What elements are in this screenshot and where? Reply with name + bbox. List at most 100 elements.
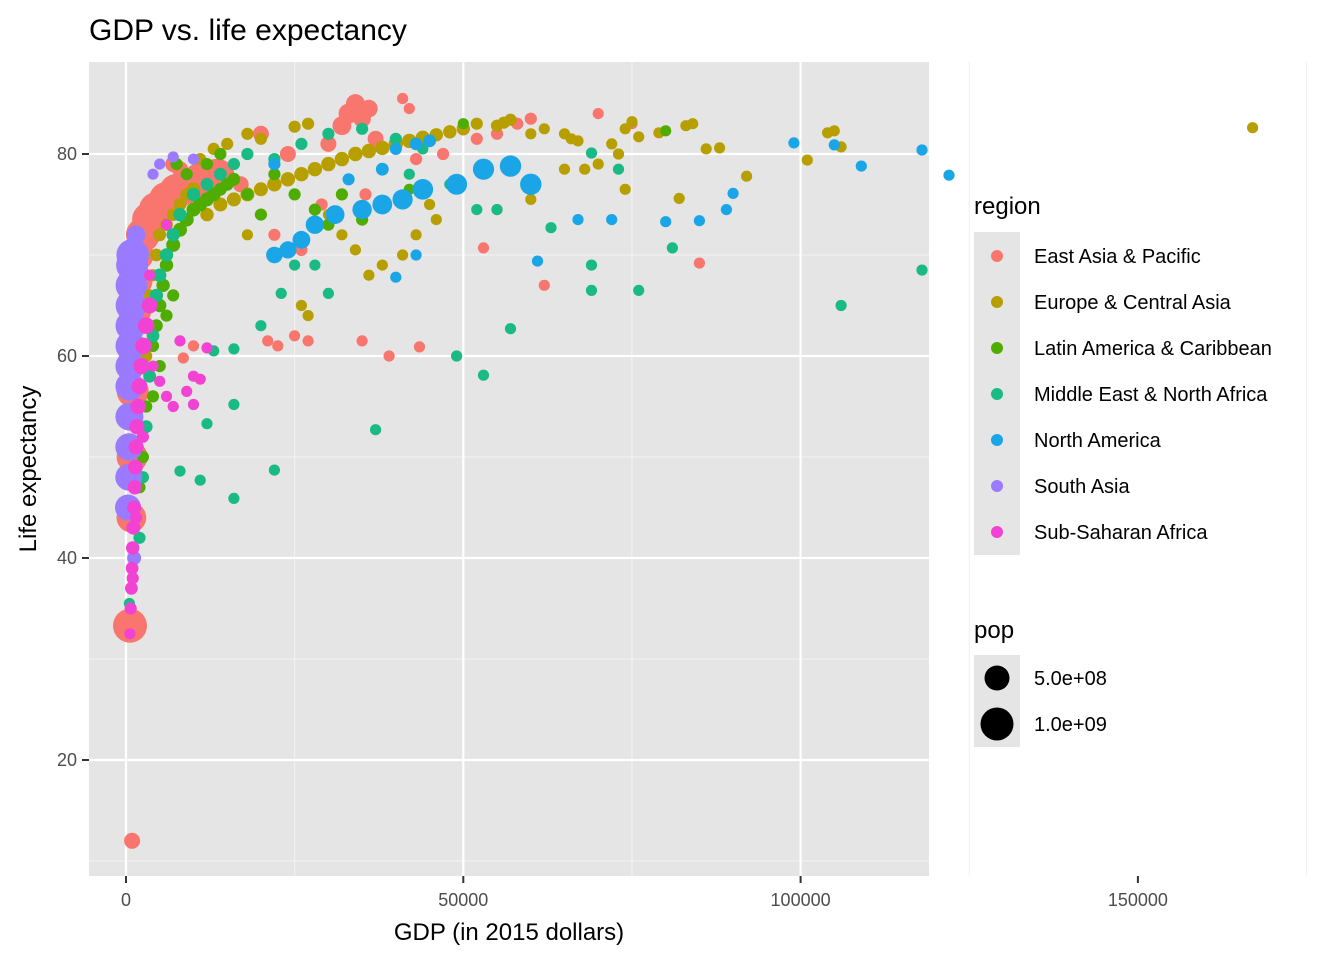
data-point xyxy=(525,193,537,205)
data-point xyxy=(241,229,253,241)
data-point xyxy=(126,225,146,245)
data-point xyxy=(130,398,146,415)
data-point xyxy=(307,162,323,177)
data-point xyxy=(342,173,355,186)
data-point xyxy=(741,170,753,182)
data-point xyxy=(279,146,296,162)
data-point xyxy=(504,113,517,126)
data-point xyxy=(268,228,281,241)
data-point xyxy=(126,520,141,535)
legend-region-key xyxy=(991,480,1003,492)
data-point xyxy=(173,198,187,211)
data-point xyxy=(167,151,179,163)
major-gridlines xyxy=(89,62,1140,876)
data-point xyxy=(167,400,179,413)
data-point xyxy=(150,248,163,262)
data-point xyxy=(359,188,372,201)
data-point xyxy=(383,350,395,362)
legend-region-key xyxy=(991,342,1003,354)
data-point xyxy=(228,343,240,355)
y-axis: 20 40 60 80 xyxy=(57,144,89,770)
legend-region-title: region xyxy=(974,193,1041,220)
data-point xyxy=(409,137,423,151)
data-point xyxy=(221,137,234,150)
data-point xyxy=(363,269,375,281)
data-point xyxy=(133,531,146,544)
data-point xyxy=(227,172,241,186)
data-point xyxy=(687,118,699,130)
data-point xyxy=(305,215,325,234)
data-point xyxy=(361,143,377,159)
data-points xyxy=(113,92,1259,849)
data-point xyxy=(253,182,268,197)
data-point xyxy=(181,385,193,397)
legend-region-key xyxy=(991,388,1003,400)
data-point xyxy=(348,146,363,162)
data-point xyxy=(302,310,314,322)
data-point xyxy=(619,183,631,195)
data-point xyxy=(127,480,142,495)
legend-pop-label: 5.0e+08 xyxy=(1034,668,1107,690)
data-point xyxy=(1247,122,1259,134)
data-point xyxy=(585,284,598,296)
data-point xyxy=(295,299,307,312)
data-point xyxy=(633,131,645,143)
data-point xyxy=(714,142,726,154)
data-point xyxy=(855,160,867,172)
data-point xyxy=(254,208,267,221)
data-point xyxy=(156,278,170,292)
data-point xyxy=(227,158,240,171)
data-point xyxy=(275,287,287,299)
data-point xyxy=(612,163,625,175)
data-point xyxy=(144,269,156,281)
data-point xyxy=(177,352,189,364)
data-point xyxy=(127,551,142,565)
data-point xyxy=(322,287,334,299)
data-point xyxy=(336,229,348,241)
data-point xyxy=(504,323,517,335)
data-point xyxy=(360,99,378,118)
data-point xyxy=(174,335,186,347)
x-tick-label: 50000 xyxy=(438,890,488,910)
data-point xyxy=(558,163,571,175)
y-tick-label: 40 xyxy=(57,548,77,568)
data-point xyxy=(727,187,739,199)
data-point xyxy=(585,259,598,271)
data-point xyxy=(619,123,631,135)
data-point xyxy=(187,153,200,165)
data-point xyxy=(916,144,928,156)
data-point xyxy=(186,187,201,202)
data-point xyxy=(180,168,193,181)
data-point xyxy=(660,125,672,137)
data-point xyxy=(124,602,137,615)
data-point xyxy=(524,112,537,125)
data-point xyxy=(471,204,483,216)
data-point xyxy=(346,94,365,113)
data-point xyxy=(153,268,167,282)
y-tick-label: 80 xyxy=(57,144,77,164)
legend-region-label: North America xyxy=(1034,430,1162,452)
data-point xyxy=(200,207,214,222)
data-point xyxy=(835,299,847,312)
data-point xyxy=(116,238,149,272)
legend-region-label: East Asia & Pacific xyxy=(1034,246,1201,268)
data-point xyxy=(228,398,240,411)
data-point xyxy=(302,335,314,347)
data-point xyxy=(801,154,813,166)
data-point xyxy=(403,103,415,115)
data-point xyxy=(321,156,336,172)
data-point xyxy=(295,137,308,150)
y-axis-title: Life expectancy xyxy=(15,386,42,553)
data-point xyxy=(268,158,281,171)
data-point xyxy=(288,120,301,133)
legend-region: region East Asia & Pacific Europe & Centr… xyxy=(974,193,1272,555)
legend-region-key xyxy=(991,434,1003,446)
data-point xyxy=(129,419,145,435)
legend-pop-title: pop xyxy=(974,617,1014,644)
data-point xyxy=(146,390,160,403)
data-point xyxy=(201,418,213,430)
legend-region-label: South Asia xyxy=(1034,476,1131,498)
data-point xyxy=(160,219,173,231)
data-point xyxy=(572,135,584,147)
x-tick-label: 0 xyxy=(121,890,131,910)
